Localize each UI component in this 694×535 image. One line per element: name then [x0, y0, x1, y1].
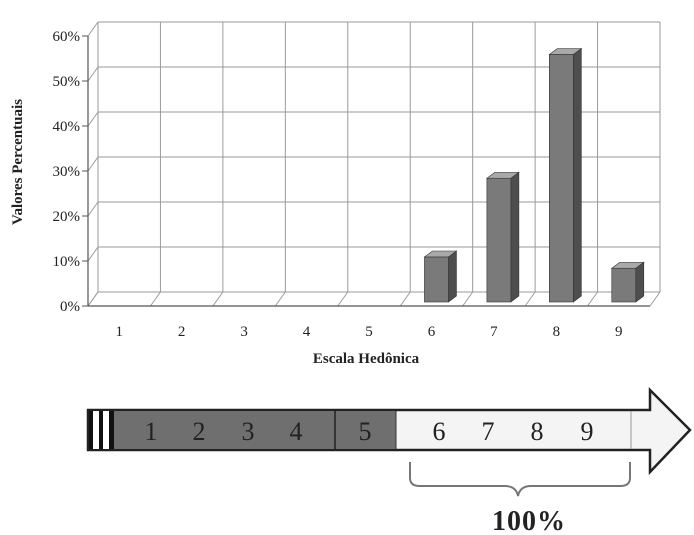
bars — [423, 47, 645, 303]
y-tick-label: 30% — [53, 164, 81, 180]
scale-stripe-middle — [99, 411, 103, 449]
y-tick-label: 60% — [53, 29, 81, 45]
grid-line-side — [87, 111, 99, 127]
chart-area: 0% 10% 20% 30% 40% 50% 60% 1 2 3 4 5 6 7 8 9 Valores P… — [10, 21, 661, 367]
x-tick-label: 6 — [428, 324, 436, 340]
bar-6 — [424, 256, 449, 303]
scale-number-6: 6 — [433, 417, 446, 446]
scale-number-3: 3 — [242, 417, 255, 446]
floor-line — [462, 291, 474, 307]
bar-side-8 — [573, 47, 582, 303]
grid-line-side — [87, 66, 99, 82]
bar-8 — [549, 54, 574, 303]
y-tick-label: 40% — [53, 119, 81, 135]
floor-line — [87, 291, 99, 307]
scale-number-2: 2 — [193, 417, 206, 446]
x-axis-title: Escala Hedônica — [313, 351, 420, 367]
floor-line — [399, 291, 411, 307]
x-tick-label: 4 — [303, 324, 311, 340]
floor-line — [150, 291, 161, 307]
bar-7 — [486, 177, 512, 303]
grid-line-side — [87, 201, 99, 217]
scale-number-7: 7 — [482, 417, 495, 446]
scale-total-label: 100% — [492, 506, 566, 535]
floor-line — [649, 291, 661, 307]
scale-number-9: 9 — [581, 417, 594, 446]
scale-number-5: 5 — [359, 417, 372, 446]
scale-segment-mid — [335, 411, 396, 449]
bar-side-7 — [510, 171, 520, 303]
grid-line-side — [87, 156, 99, 172]
scale-number-1: 1 — [145, 417, 158, 446]
x-tick-label: 7 — [490, 324, 498, 340]
x-tick-label: 2 — [178, 324, 186, 340]
scale-light-numbers: 6 7 8 9 — [433, 417, 594, 446]
y-tick-label: 20% — [53, 209, 81, 225]
hedonic-scale-bar: 1 2 3 4 5 6 7 8 9 100% — [86, 386, 692, 535]
x-tick-label: 3 — [240, 324, 248, 340]
scale-segment-dark — [114, 411, 335, 449]
floor-line — [524, 291, 536, 307]
grid-line-side — [87, 21, 99, 37]
scale-brace — [409, 462, 631, 497]
grid-line-side — [87, 246, 99, 262]
floor-line — [274, 291, 286, 307]
floor-line — [337, 291, 349, 307]
scale-stripe-right — [109, 411, 114, 449]
scale-stripe-gap — [93, 411, 99, 449]
bar-side-6 — [448, 250, 457, 303]
x-tick-label: 8 — [553, 324, 561, 340]
x-tick-labels: 1 2 3 4 5 6 7 8 9 — [115, 324, 622, 340]
bar-9 — [611, 267, 637, 303]
y-tick-label: 50% — [53, 74, 81, 90]
x-tick-label: 9 — [615, 324, 623, 340]
y-tick-label: 10% — [53, 254, 81, 270]
scale-number-4: 4 — [290, 417, 303, 446]
y-axis-title: Valores Percentuais — [10, 99, 26, 225]
y-tick-label: 0% — [60, 299, 80, 315]
x-tick-label: 5 — [365, 324, 373, 340]
floor-line — [587, 291, 598, 307]
y-tick-labels: 0% 10% 20% 30% 40% 50% 60% — [53, 29, 88, 315]
grid-lines — [87, 21, 661, 307]
scale-number-8: 8 — [531, 417, 544, 446]
scale-stripe-gap-2 — [103, 411, 109, 449]
scale-dark-numbers: 1 2 3 4 — [145, 417, 303, 446]
scale-stripe-left — [89, 411, 93, 449]
floor-line — [212, 291, 224, 307]
bar-side-9 — [635, 261, 645, 303]
x-tick-label: 1 — [115, 324, 123, 340]
